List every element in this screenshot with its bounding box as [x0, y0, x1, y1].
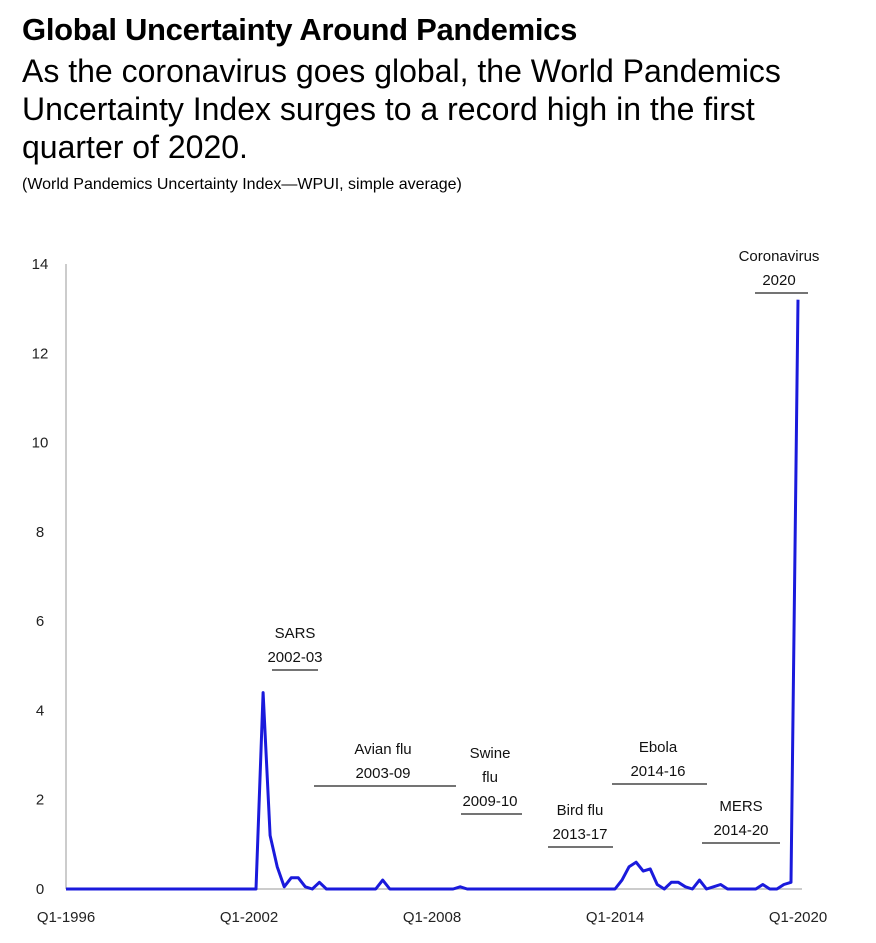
y-tick-label: 10	[32, 435, 49, 452]
y-tick-label: 14	[32, 256, 49, 273]
chart-subtitle: As the coronavirus goes global, the Worl…	[22, 53, 781, 165]
annotation: Bird flu 2013-17	[548, 802, 613, 848]
series-group	[66, 299, 800, 891]
annotation-label: Coronavirus	[739, 248, 820, 265]
y-tick-label: 0	[36, 881, 44, 898]
annotation: MERS 2014-20	[702, 798, 780, 844]
annotation-label: 2013-17	[552, 826, 607, 843]
annotation-label: flu	[482, 769, 498, 786]
series-line	[66, 299, 800, 891]
annotations-group: SARS 2002-03 Avian flu 2003-09 Swine flu 2009-…	[267, 248, 820, 848]
y-tick-label: 4	[36, 702, 44, 719]
annotation-label: Swine	[470, 745, 511, 762]
annotation: SARS 2002-03	[267, 625, 323, 671]
annotation-label: Avian flu	[354, 741, 411, 758]
y-tick-label: 6	[36, 613, 44, 630]
x-tick-label: Q1-2020	[769, 909, 827, 926]
x-axis-ticks: Q1-1996 Q1-2002 Q1-2008 Q1-2014 Q1-2020	[37, 909, 827, 926]
annotation-label: SARS	[275, 625, 316, 642]
annotation-label: 2014-20	[713, 822, 768, 839]
x-tick-label: Q1-2014	[586, 909, 644, 926]
annotation-label: MERS	[719, 798, 762, 815]
annotation: Avian flu 2003-09	[314, 741, 456, 787]
y-tick-label: 8	[36, 524, 44, 541]
x-tick-label: Q1-2008	[403, 909, 461, 926]
y-tick-label: 2	[36, 792, 44, 809]
x-tick-label: Q1-2002	[220, 909, 278, 926]
annotation-label: 2002-03	[267, 649, 322, 666]
chart-title: Global Uncertainty Around Pandemics	[22, 12, 578, 47]
annotation: Swine flu 2009-10	[461, 745, 522, 815]
chart-note: (World Pandemics Uncertainty Index—WPUI,…	[22, 176, 462, 193]
annotation: Ebola 2014-16	[612, 739, 707, 785]
annotation-label: 2020	[762, 272, 795, 289]
y-axis-ticks: 0 2 4 6 8 10 12 14	[32, 256, 49, 898]
x-tick-label: Q1-1996	[37, 909, 95, 926]
chart-axes	[65, 264, 802, 890]
annotation: Coronavirus 2020	[739, 248, 820, 294]
annotation-label: 2009-10	[462, 793, 517, 810]
y-tick-label: 12	[32, 345, 49, 362]
annotation-label: Ebola	[639, 739, 678, 756]
annotation-label: Bird flu	[557, 802, 604, 819]
annotation-label: 2014-16	[630, 763, 685, 780]
annotation-label: 2003-09	[355, 765, 410, 782]
